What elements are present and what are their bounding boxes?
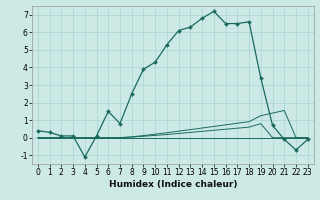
X-axis label: Humidex (Indice chaleur): Humidex (Indice chaleur) [108, 180, 237, 189]
